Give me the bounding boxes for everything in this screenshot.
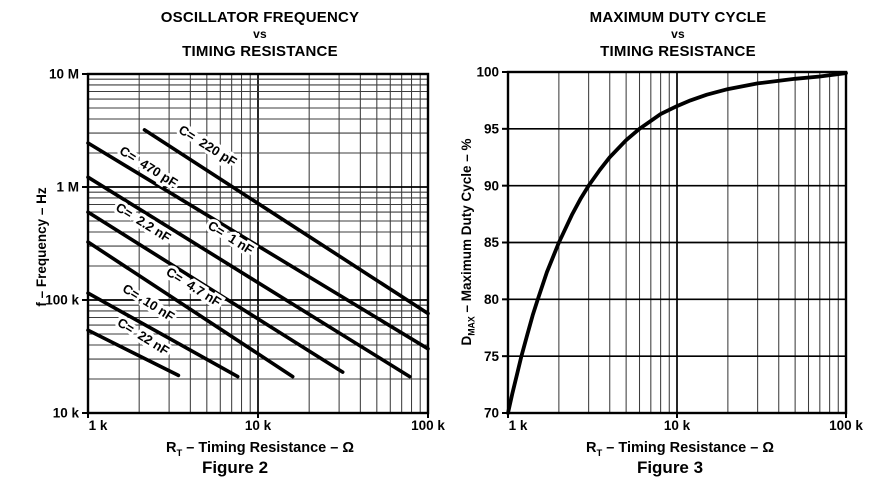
figure2-series-curve <box>86 240 295 379</box>
figure2-series-label: C= 220 pF <box>176 122 239 169</box>
fig2-y-axis-title: f – Frequency – Hz <box>33 77 51 417</box>
fig2-x-axis-title-sub: T <box>176 446 183 458</box>
figure3-x-tick-label: 10 k <box>664 418 691 433</box>
figure3-x-tick-label: 100 k <box>829 418 863 433</box>
fig2-title-line3: TIMING RESISTANCE <box>182 43 338 60</box>
fig3-x-axis-title: RT – Timing Resistance – Ω <box>508 440 852 458</box>
figure2-y-tick-label: 10 k <box>53 406 80 421</box>
figure2-series-label: C= 1 nF <box>205 218 256 258</box>
figure3-x-tick-label: 1 k <box>509 418 528 433</box>
figure2-series-curve <box>86 291 240 379</box>
figure2-x-tick-label: 1 k <box>89 418 108 433</box>
fig3-title-line1: MAXIMUM DUTY CYCLE <box>589 9 767 26</box>
fig2-x-axis-title-rest: – Timing Resistance – Ω <box>182 440 354 456</box>
figure2-x-tick-label: 100 k <box>411 418 445 433</box>
fig2-title-line1: OSCILLATOR FREQUENCY <box>160 9 360 26</box>
fig3-title: MAXIMUM DUTY CYCLE vs TIMING RESISTANCE <box>508 9 848 60</box>
fig3-y-axis-title: DMAX – Maximum Duty Cycle – % <box>458 72 477 412</box>
fig2-y-axis-title-text: f – Frequency – Hz <box>34 187 49 307</box>
fig2-x-axis-title: RT – Timing Resistance – Ω <box>88 440 432 458</box>
fig3-x-axis-title-main: R <box>586 440 597 456</box>
fig2-caption: Figure 2 <box>201 458 269 477</box>
fig3-y-axis-title-sub: MAX <box>466 316 477 336</box>
fig3-x-axis-title-rest: – Timing Resistance – Ω <box>602 440 774 456</box>
figure3-y-tick-label: 100 <box>476 65 499 80</box>
figure3-y-tick-label: 75 <box>484 349 500 364</box>
fig2-x-axis-title-main: R <box>166 440 177 456</box>
figure3-y-tick-label: 90 <box>484 178 499 193</box>
figure2-series-curve <box>142 128 430 316</box>
fig2-title: OSCILLATOR FREQUENCY vs TIMING RESISTANC… <box>88 9 432 60</box>
figure3-y-tick-label: 80 <box>484 292 499 307</box>
figure2-series-curve <box>86 141 430 351</box>
figure3-y-tick-label: 95 <box>484 122 500 137</box>
figure3-series-curve <box>506 71 848 415</box>
figure2-y-tick-label: 1 M <box>56 180 79 195</box>
fig3-title-line3: TIMING RESISTANCE <box>600 43 756 60</box>
figure3-y-tick-label: 70 <box>484 406 499 421</box>
fig3-y-axis-title-rest: – Maximum Duty Cycle – % <box>459 138 474 317</box>
fig3-x-axis-title-sub: T <box>596 446 603 458</box>
figure2-series-curve <box>86 328 181 378</box>
figure2-series-curve <box>86 175 412 379</box>
figure2-series-curve <box>86 210 345 374</box>
fig3-y-axis-title-main: D <box>459 335 474 346</box>
figure2-x-tick-label: 10 k <box>245 418 272 433</box>
figure3-y-tick-label: 85 <box>484 235 500 250</box>
figure2-y-tick-label: 10 M <box>49 67 79 82</box>
fig3-title-line2: vs <box>671 27 685 41</box>
figure2-series-label: C= 2.2 nF <box>113 200 173 245</box>
fig3-caption: Figure 3 <box>636 458 704 477</box>
figure2-y-tick-label: 100 k <box>45 293 79 308</box>
figure2-series-label: C= 4.7 nF <box>163 264 223 309</box>
fig2-title-line2: vs <box>253 27 267 41</box>
